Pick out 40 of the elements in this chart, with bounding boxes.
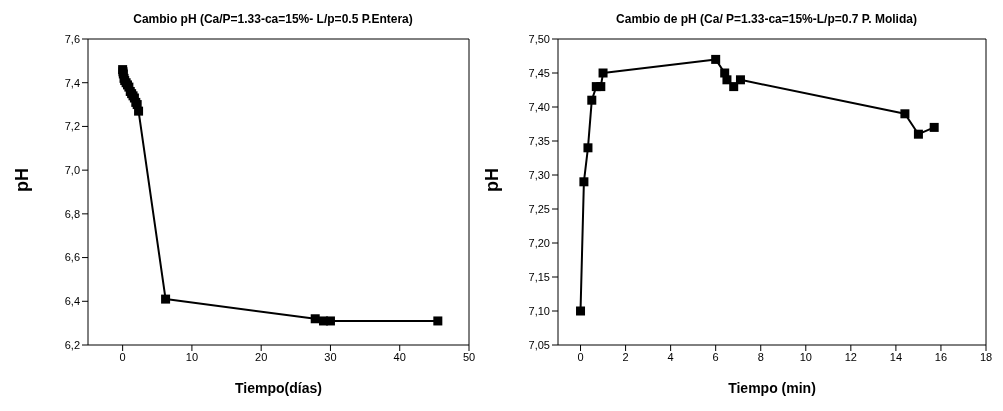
x-tick-label: 50 — [462, 350, 476, 363]
x-tick-label: 6 — [712, 350, 719, 363]
y-tick-label: 6,4 — [64, 295, 80, 308]
x-tick-label: 14 — [889, 350, 903, 363]
x-axis-title: Tiempo(días) — [235, 380, 322, 396]
y-tick-label: 7,6 — [64, 32, 80, 45]
y-axis-title: pH — [482, 168, 503, 192]
x-tick-label: 0 — [119, 350, 126, 363]
x-axis-title: Tiempo (min) — [728, 380, 816, 396]
x-tick-label: 18 — [979, 350, 993, 363]
y-tick-label: 6,2 — [64, 338, 80, 351]
x-tick-label: 40 — [393, 350, 406, 363]
x-tick-label: 2 — [622, 350, 629, 363]
x-tick-label: 4 — [667, 350, 674, 363]
y-tick-label: 7,25 — [528, 202, 550, 215]
x-tick-label: 12 — [844, 350, 857, 363]
y-axis-title: pH — [12, 168, 33, 192]
y-tick-label: 7,35 — [528, 134, 550, 147]
y-tick-label: 7,0 — [64, 164, 80, 177]
y-tick-label: 6,8 — [64, 207, 80, 220]
y-tick-label: 7,50 — [528, 32, 550, 45]
y-tick-label: 7,05 — [528, 338, 550, 351]
x-tick-label: 30 — [324, 350, 337, 363]
chart-title: Cambio pH (Ca/P=1.33-ca=15%- L/p=0.5 P.Entera) — [132, 11, 414, 28]
x-tick-label: 10 — [799, 350, 812, 363]
chart-title: Cambio de pH (Ca/ P=1.33-ca=15%-L/p=0.7 P. Molida) — [615, 11, 918, 28]
y-tick-label: 7,45 — [528, 66, 550, 79]
y-tick-label: 7,20 — [528, 236, 550, 249]
y-tick-label: 7,15 — [528, 270, 550, 283]
y-tick-label: 7,2 — [64, 120, 80, 133]
x-tick-label: 16 — [934, 350, 948, 363]
x-tick-label: 0 — [577, 350, 584, 363]
x-tick-label: 8 — [757, 350, 764, 363]
y-tick-label: 6,6 — [64, 251, 80, 264]
y-tick-label: 7,40 — [528, 100, 550, 113]
x-tick-label: 10 — [185, 350, 199, 363]
y-tick-label: 7,30 — [528, 168, 550, 181]
y-tick-label: 7,10 — [528, 304, 550, 317]
x-tick-label: 20 — [255, 350, 268, 363]
y-tick-label: 7,4 — [64, 76, 80, 89]
